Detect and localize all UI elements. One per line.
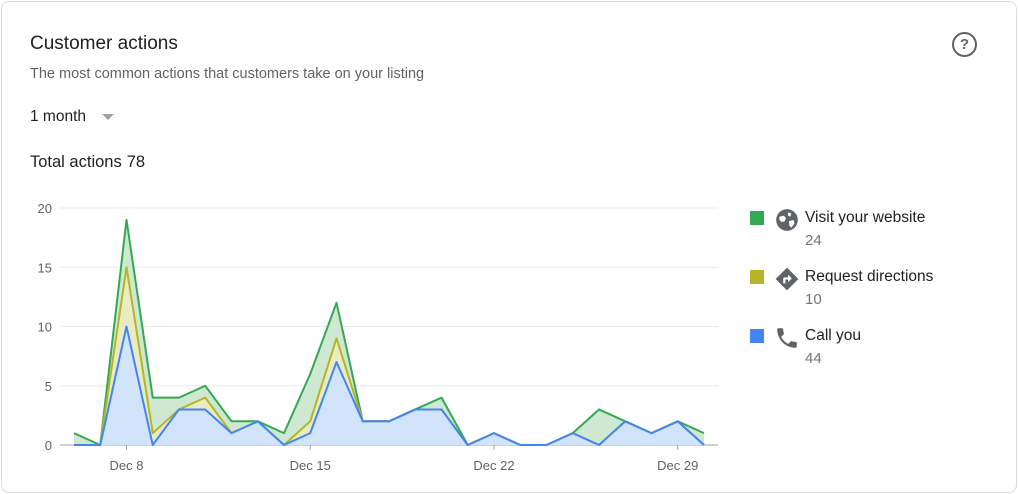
x-tick-label: Dec 22 xyxy=(473,458,514,473)
legend-count: 10 xyxy=(805,291,822,308)
phone-icon xyxy=(777,328,797,348)
actions-chart: 0 5 10 15 20 Dec 8 Dec 15 Dec 22 Dec 29 xyxy=(38,201,718,473)
y-tick-label: 10 xyxy=(38,320,52,335)
directions-icon xyxy=(775,267,799,291)
range-dropdown-label: 1 month xyxy=(30,108,87,125)
x-tick-label: Dec 8 xyxy=(110,458,144,473)
legend-swatch xyxy=(750,211,764,225)
legend-count: 24 xyxy=(805,232,822,249)
series-area xyxy=(74,219,704,445)
total-actions: Total actions 78 xyxy=(30,153,150,172)
card-title: Customer actions xyxy=(30,33,178,54)
y-tick-label: 5 xyxy=(45,379,52,394)
help-circle-icon[interactable]: ? xyxy=(952,32,977,57)
series-line xyxy=(74,325,705,446)
y-tick-label: 15 xyxy=(38,260,52,275)
y-tick-label: 0 xyxy=(45,438,52,453)
caret-down-icon xyxy=(102,114,115,120)
x-tick-label: Dec 29 xyxy=(657,458,698,473)
range-dropdown[interactable]: 1 month xyxy=(30,108,115,126)
x-tick-label: Dec 15 xyxy=(290,458,331,473)
legend-label: Visit your website xyxy=(805,209,926,226)
legend-swatch xyxy=(750,270,764,284)
legend-count: 44 xyxy=(805,350,822,367)
card-subtitle: The most common actions that customers t… xyxy=(30,66,425,82)
total-actions-value: 78 xyxy=(126,153,146,171)
legend-label: Call you xyxy=(805,327,861,344)
total-actions-label: Total actions xyxy=(30,153,122,171)
legend-swatch xyxy=(750,329,764,343)
globe-icon xyxy=(776,209,798,231)
legend-label: Request directions xyxy=(805,268,934,285)
y-tick-label: 20 xyxy=(38,201,52,216)
